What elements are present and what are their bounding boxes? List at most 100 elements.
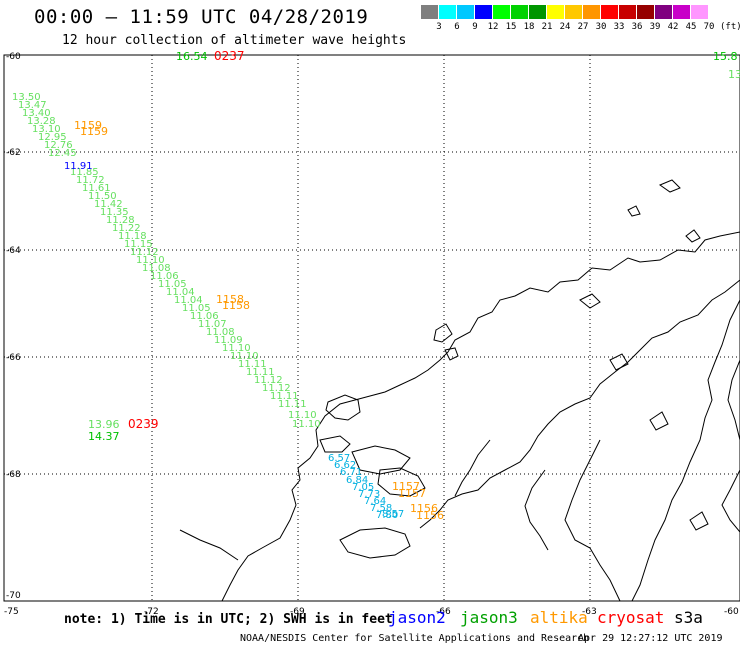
svg-text:11.05: 11.05 — [182, 303, 211, 314]
svg-text:1157: 1157 — [392, 480, 420, 493]
svg-text:11.11: 11.11 — [270, 391, 299, 402]
scale-swatch — [457, 5, 474, 19]
scale-swatch — [475, 5, 492, 19]
svg-text:7.05: 7.05 — [352, 482, 374, 493]
svg-text:12.45: 12.45 — [48, 148, 77, 159]
scale-level: 12 — [487, 22, 499, 32]
green-value: 13 — [728, 68, 740, 81]
svg-text:1159: 1159 — [74, 119, 102, 132]
scale-swatch — [673, 5, 690, 19]
green-value: 14.37 — [88, 430, 120, 443]
cryosat-time: 0239 — [128, 417, 159, 431]
scale-unit: (ft) — [720, 22, 740, 32]
credit-line: NOAA/NESDIS Center for Satellite Applica… — [240, 633, 590, 644]
lat-label: -62 — [6, 148, 21, 158]
scale-level: 70 — [703, 22, 715, 32]
scale-swatch — [583, 5, 600, 19]
svg-text:1156: 1156 — [416, 509, 444, 522]
lat-label: -60 — [6, 52, 21, 62]
jason2-value: 11.91 — [64, 161, 93, 172]
svg-text:11.10: 11.10 — [136, 255, 165, 266]
legend-s3a: s3a — [674, 608, 703, 627]
scale-level: 24 — [559, 22, 571, 32]
map-title: 00:00 – 11:59 UTC 04/28/2019 — [34, 6, 369, 28]
svg-text:13.10: 13.10 — [32, 124, 61, 135]
svg-text:11.85: 11.85 — [70, 167, 99, 178]
svg-text:11.10: 11.10 — [230, 351, 259, 362]
scale-swatch — [601, 5, 618, 19]
scale-level: 3 — [436, 22, 442, 32]
scale-swatch — [691, 5, 708, 19]
cryosat-time: 0237 — [214, 49, 245, 63]
lon-label: -75 — [4, 607, 19, 617]
lon-gridlines — [151, 55, 591, 601]
scale-swatch — [529, 5, 546, 19]
svg-text:11.11: 11.11 — [238, 359, 267, 370]
svg-text:7.73: 7.73 — [358, 489, 380, 500]
svg-text:11.61: 11.61 — [82, 183, 111, 194]
svg-text:11.07: 11.07 — [198, 319, 227, 330]
svg-text:1159: 1159 — [80, 125, 108, 138]
legend-jason3: jason3 — [460, 608, 518, 627]
svg-text:6.71: 6.71 — [340, 467, 362, 478]
svg-text:1158: 1158 — [216, 293, 244, 306]
altika-labels: 1159 1159 1158 1158 1157 1157 1156 1156 — [74, 119, 444, 522]
scale-level: 39 — [649, 22, 661, 32]
svg-text:7.64: 7.64 — [364, 496, 386, 507]
scale-swatch — [637, 5, 654, 19]
svg-text:11.22: 11.22 — [112, 223, 141, 234]
scale-level: 21 — [541, 22, 553, 32]
green-value: 15.8 — [713, 50, 738, 63]
svg-text:11.11: 11.11 — [246, 367, 275, 378]
svg-text:11.11: 11.11 — [278, 399, 307, 410]
scale-level: 6 — [454, 22, 460, 32]
scale-swatch — [493, 5, 510, 19]
lat-label: -66 — [6, 353, 21, 363]
lon-label: -66 — [436, 607, 451, 617]
svg-text:11.50: 11.50 — [88, 191, 117, 202]
svg-text:11.08: 11.08 — [142, 263, 171, 274]
svg-text:11.28: 11.28 — [106, 215, 135, 226]
scale-swatch — [421, 5, 438, 19]
svg-text:12.76: 12.76 — [44, 140, 73, 151]
scale-level: 36 — [631, 22, 643, 32]
svg-text:11.35: 11.35 — [100, 207, 129, 218]
svg-text:11.05: 11.05 — [158, 279, 187, 290]
svg-text:13.28: 13.28 — [27, 116, 56, 127]
lat-gridlines — [4, 151, 740, 475]
svg-text:11.12: 11.12 — [262, 383, 291, 394]
svg-text:1157: 1157 — [398, 487, 426, 500]
lon-label: -72 — [144, 607, 159, 617]
svg-text:11.18: 11.18 — [118, 231, 147, 242]
legend-altika: altika — [530, 608, 588, 627]
lat-label: -64 — [6, 246, 21, 256]
cyan-track: 6.57 6.62 6.71 6.84 7.05 7.73 7.64 7.58 … — [328, 453, 404, 521]
svg-text:1156: 1156 — [410, 502, 438, 515]
svg-text:11.12: 11.12 — [254, 375, 283, 386]
svg-text:1158: 1158 — [222, 299, 250, 312]
units-note: note: 1) Time is in UTC; 2) SWH is in fe… — [64, 612, 393, 627]
generated-timestamp: Apr 29 12:27:12 UTC 2019 — [578, 633, 723, 644]
scale-level: 42 — [667, 22, 679, 32]
scale-swatch — [547, 5, 564, 19]
svg-text:12.95: 12.95 — [38, 132, 67, 143]
scale-level: 18 — [523, 22, 535, 32]
svg-text:8.57: 8.57 — [382, 509, 404, 520]
svg-text:11.04: 11.04 — [174, 295, 203, 306]
scale-level: 9 — [472, 22, 478, 32]
svg-text:13.40: 13.40 — [22, 108, 51, 119]
lat-label: -70 — [6, 591, 21, 601]
svg-text:11.10: 11.10 — [288, 410, 317, 421]
track-value: 11.10 — [292, 419, 321, 430]
svg-text:11.12: 11.12 — [130, 247, 159, 258]
scale-level: 30 — [595, 22, 607, 32]
svg-text:11.04: 11.04 — [166, 287, 195, 298]
svg-text:7.80: 7.80 — [376, 510, 398, 521]
scale-swatch — [439, 5, 456, 19]
map-frame — [3, 54, 740, 602]
lat-label: -68 — [6, 470, 21, 480]
scale-swatch — [655, 5, 672, 19]
svg-text:11.42: 11.42 — [94, 199, 123, 210]
svg-text:6.57: 6.57 — [328, 453, 350, 464]
svg-text:6.62: 6.62 — [334, 460, 356, 471]
